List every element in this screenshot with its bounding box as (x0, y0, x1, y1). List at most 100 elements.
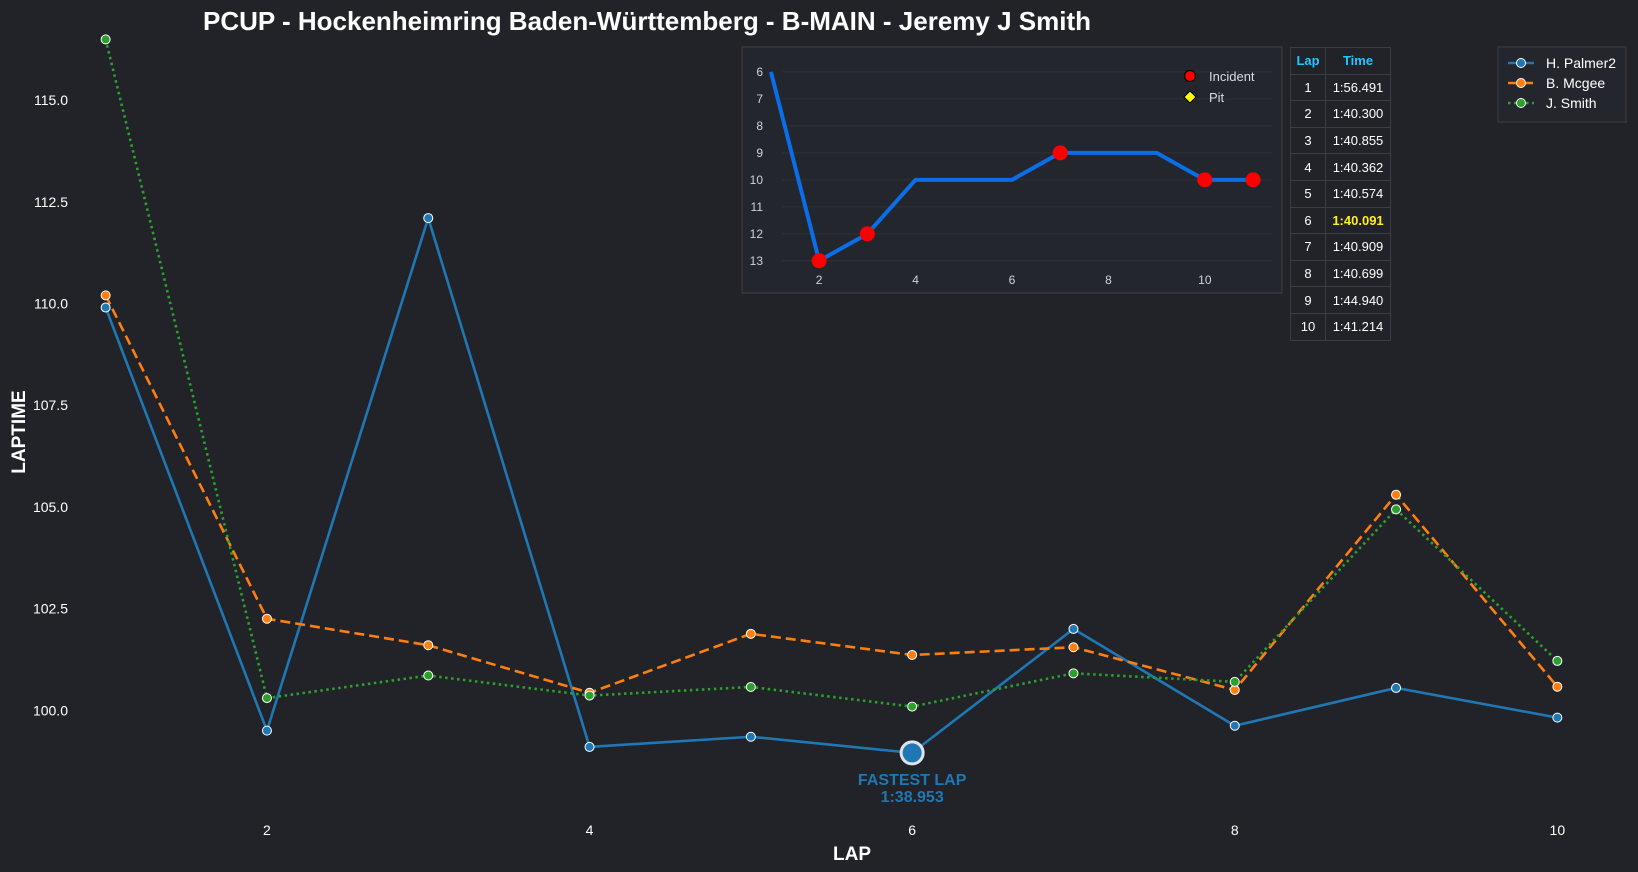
legend-swatch-marker (1516, 98, 1526, 108)
data-point (907, 701, 918, 712)
lap-column-header: Lap (1290, 47, 1326, 75)
data-point (261, 725, 272, 736)
data-point (1068, 642, 1079, 653)
inset-legend-pit-icon (1183, 90, 1197, 104)
table-row: 1 1:56.491 (1290, 73, 1391, 102)
table-row: 3 1:40.855 (1290, 126, 1391, 155)
position-inset-chart: 6 7 8 9 10 11 12 13 2 4 6 8 10 Incident Pit (741, 46, 1283, 294)
lap-time-cell: 1:41.214 (1325, 312, 1391, 341)
incident-marker (859, 226, 875, 242)
series-legend: H. Palmer2 B. Mcgee J. Smith (1497, 46, 1627, 123)
data-point (1552, 712, 1563, 723)
table-row: 4 1:40.362 (1290, 153, 1391, 181)
incident-marker (1197, 172, 1213, 188)
data-point (100, 302, 111, 313)
data-point (423, 640, 434, 651)
series-points (100, 34, 1563, 758)
data-point (584, 690, 595, 701)
data-point (745, 731, 756, 742)
table-row: 7 1:40.909 (1290, 233, 1391, 261)
inset-legend-label: Pit (1209, 90, 1225, 105)
table-row: 5 1:40.574 (1290, 179, 1391, 208)
table-row: 9 1:44.940 (1290, 286, 1391, 314)
series-line (104, 39, 1559, 708)
lap-time-cell: 1:40.574 (1325, 179, 1391, 208)
data-point (423, 670, 434, 681)
lap-number-cell: 7 (1290, 233, 1326, 261)
data-point (584, 741, 595, 752)
x-tick-label: 6 (908, 822, 916, 838)
data-point (1552, 681, 1563, 692)
lap-time-cell: 1:40.855 (1325, 126, 1391, 155)
y-axis-label: LAPTIME (9, 390, 30, 473)
y-tick-label: 110.0 (34, 295, 68, 311)
y-tick-label: 115.0 (34, 92, 68, 108)
data-point (1391, 489, 1402, 500)
inset-x-tick-label: 10 (1198, 273, 1212, 287)
inset-legend-label: Incident (1209, 69, 1255, 84)
inset-y-tick-label: 6 (756, 65, 763, 79)
legend-swatch-marker (1516, 78, 1526, 88)
x-tick-label: 8 (1231, 822, 1239, 838)
fastest-lap-time: 1:38.953 (881, 789, 944, 806)
inset-y-tick-label: 7 (756, 92, 763, 106)
data-point (261, 613, 272, 624)
data-point (1068, 668, 1079, 679)
y-tick-label: 112.5 (34, 194, 68, 210)
data-point (745, 628, 756, 639)
time-column-header: Time (1325, 47, 1391, 75)
lap-number-cell: 8 (1290, 259, 1326, 288)
table-row: 6 1:40.091 (1290, 206, 1391, 235)
data-point (261, 693, 272, 704)
fastest-lap-label: FASTEST LAP (858, 772, 967, 789)
inset-y-tick-label: 8 (756, 119, 763, 133)
lap-number-cell: 1 (1290, 73, 1326, 102)
data-point (1068, 623, 1079, 634)
series-line (104, 294, 1559, 695)
lap-time-cell: 1:56.491 (1325, 73, 1391, 102)
inset-x-tick-label: 6 (1009, 273, 1016, 287)
x-tick-label: 10 (1550, 822, 1566, 838)
table-header-row: Lap Time (1290, 47, 1391, 75)
series-line (104, 216, 1558, 755)
inset-y-tick-label: 9 (756, 146, 763, 160)
data-point (100, 34, 111, 45)
inset-x-tick-label: 8 (1105, 273, 1112, 287)
legend-label: J. Smith (1546, 95, 1597, 111)
lap-number-cell: 3 (1290, 126, 1326, 155)
x-tick-labels: 2 4 6 8 10 (263, 822, 1565, 838)
x-axis-label: LAP (833, 844, 871, 865)
table-row: 2 1:40.300 (1290, 100, 1391, 128)
lap-number-cell: 6 (1290, 206, 1326, 235)
data-point (1391, 682, 1402, 693)
lap-time-cell: 1:44.940 (1325, 286, 1391, 314)
inset-y-tick-label: 12 (750, 227, 764, 241)
lap-number-cell: 10 (1290, 312, 1326, 341)
legend-label: B. Mcgee (1546, 75, 1605, 91)
legend-swatch-marker (1516, 58, 1526, 68)
lap-time-cell: 1:40.091 (1325, 206, 1391, 235)
y-tick-label: 100.0 (33, 702, 68, 718)
legend-label: H. Palmer2 (1546, 55, 1616, 71)
inset-x-tick-label: 4 (912, 273, 919, 287)
y-tick-labels: 100.0 102.5 105.0 107.5 110.0 112.5 115.0 (33, 92, 68, 718)
position-line (768, 71, 1254, 263)
lap-time-cell: 1:40.362 (1325, 153, 1391, 181)
incident-marker (1245, 172, 1261, 188)
chart-title: PCUP - Hockenheimring Baden-Württemberg … (203, 6, 1091, 36)
x-tick-label: 4 (586, 822, 594, 838)
fastest-lap-marker (899, 740, 925, 766)
lap-number-cell: 5 (1290, 179, 1326, 208)
incident-marker (811, 253, 827, 269)
table-row: 8 1:40.699 (1290, 259, 1391, 288)
data-point (1391, 504, 1402, 515)
inset-y-tick-label: 13 (750, 254, 764, 268)
x-tick-label: 2 (263, 822, 271, 838)
inset-y-tick-label: 11 (751, 200, 764, 214)
inset-y-tick-label: 10 (750, 173, 764, 187)
lap-time-cell: 1:40.300 (1325, 100, 1391, 128)
inset-x-tick-label: 2 (816, 273, 823, 287)
inset-legend-incident-icon (1183, 69, 1197, 83)
y-tick-label: 102.5 (33, 601, 68, 617)
